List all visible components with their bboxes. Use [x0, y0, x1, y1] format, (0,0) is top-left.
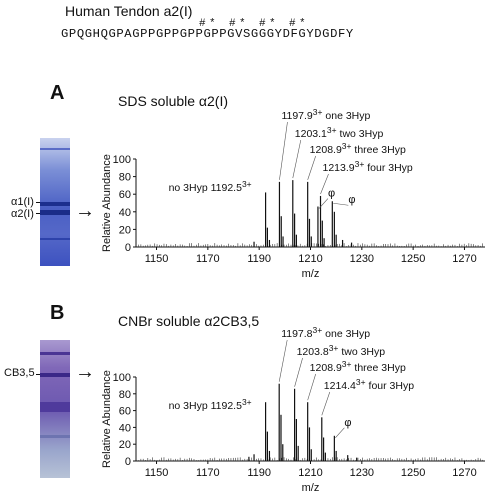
x-tick-label: 1250 — [401, 467, 425, 479]
y-tick-label: 20 — [119, 439, 131, 451]
leader-line — [295, 358, 303, 387]
peak-annotation: 1208.93+ three 3Hyp — [310, 359, 406, 374]
y-tick-label: 0 — [125, 456, 131, 468]
phi-marker: φ — [344, 417, 351, 429]
y-tick-label: 60 — [119, 406, 131, 418]
leader-line — [322, 392, 330, 415]
leader-line — [308, 374, 316, 400]
peak-annotation: 1197.83+ one 3Hyp — [281, 325, 370, 340]
y-tick-label: 100 — [113, 372, 131, 384]
x-axis-label: m/z — [302, 482, 320, 494]
peak-annotation: no 3Hyp 1192.53+ — [169, 397, 252, 412]
y-tick-label: 40 — [119, 422, 131, 434]
x-tick-label: 1190 — [247, 467, 271, 479]
peak-annotation: 1214.43+ four 3Hyp — [324, 377, 414, 392]
x-tick-label: 1150 — [145, 467, 169, 479]
x-tick-label: 1210 — [298, 467, 322, 479]
y-axis-label: Relative Abundance — [101, 370, 113, 468]
peak-annotation: 1203.83+ two 3Hyp — [297, 343, 386, 358]
x-tick-label: 1270 — [452, 467, 476, 479]
y-tick-label: 80 — [119, 389, 131, 401]
x-tick-label: 1230 — [350, 467, 374, 479]
leader-line — [335, 428, 344, 438]
leader-line — [279, 340, 287, 382]
x-tick-label: 1170 — [196, 467, 220, 479]
